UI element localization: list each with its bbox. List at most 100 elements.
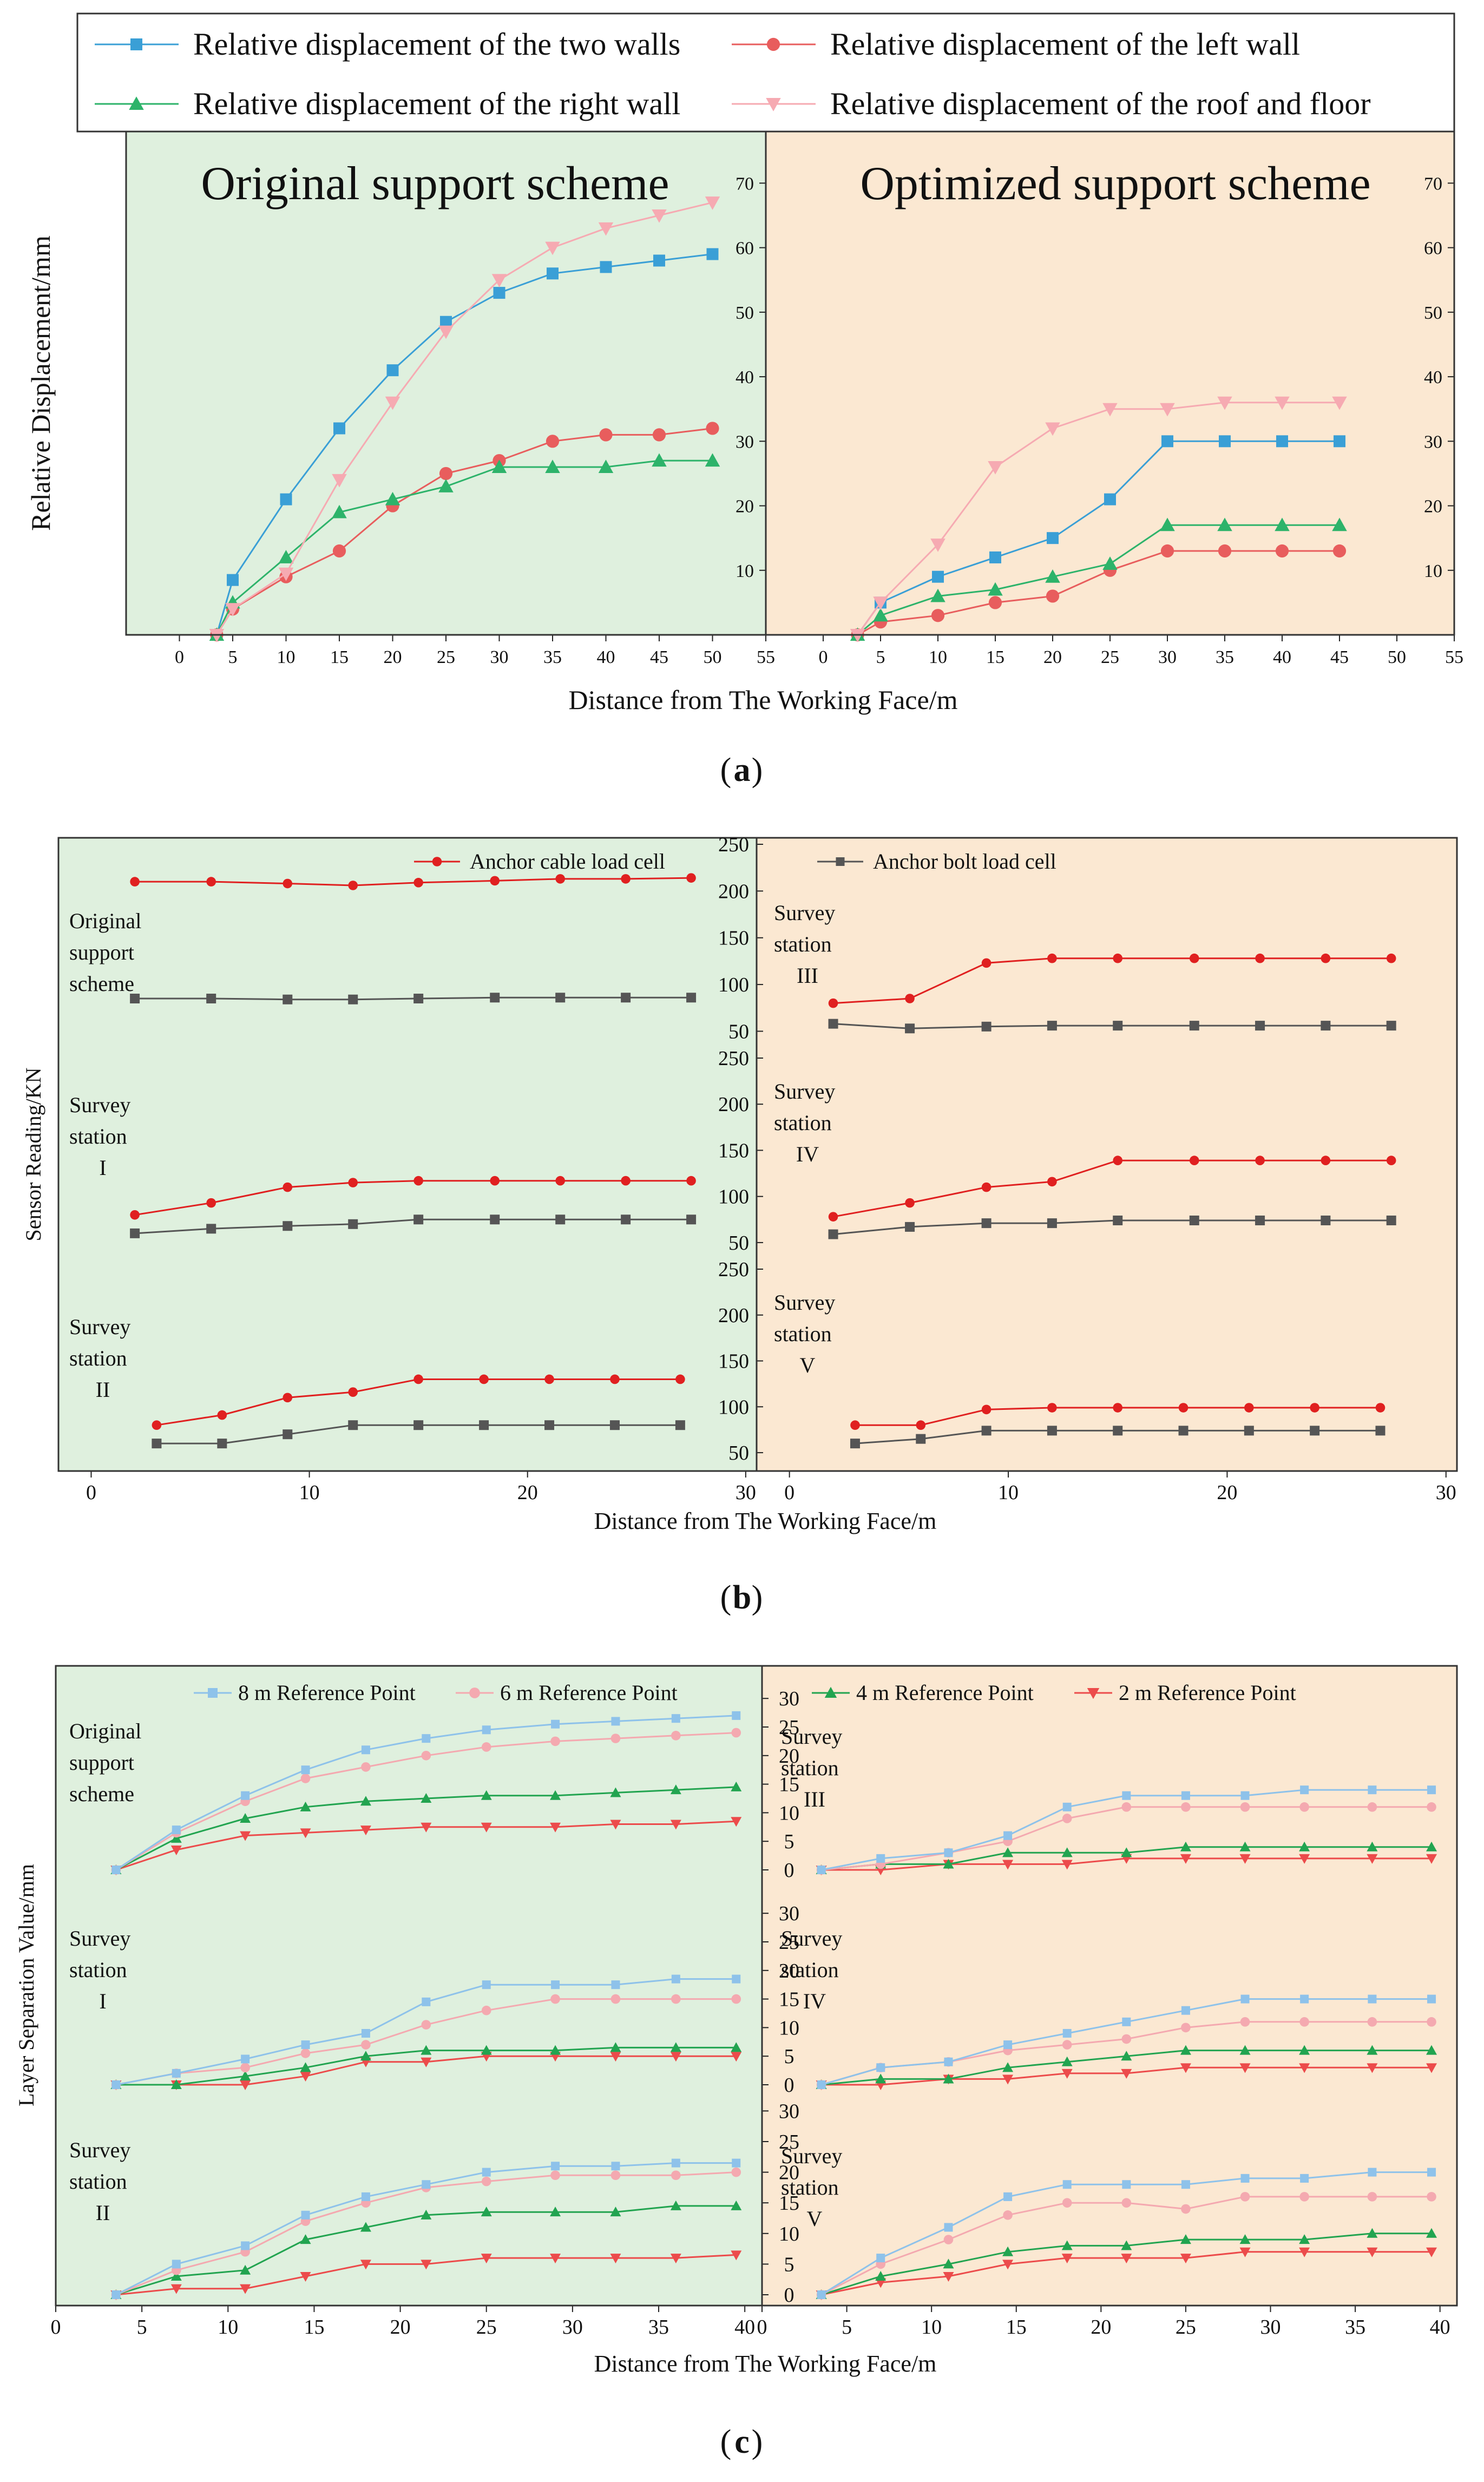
- y-tick-label: 70: [1424, 174, 1442, 194]
- data-point-p4: [1367, 2228, 1378, 2238]
- legend-marker: [469, 1688, 480, 1698]
- data-point-p2: [300, 2072, 311, 2082]
- data-point-p4: [170, 2271, 182, 2281]
- station-label: IV: [796, 1142, 819, 1166]
- data-point-two_walls: [547, 267, 559, 280]
- data-point-p4: [1002, 2062, 1014, 2072]
- station-label: scheme: [69, 1782, 134, 1806]
- x-tick-label: 30: [562, 2316, 583, 2339]
- data-point-p8: [1062, 2028, 1072, 2038]
- data-point-p4: [731, 2042, 742, 2052]
- data-point-p4: [1180, 2045, 1191, 2055]
- data-point-p6: [1427, 1802, 1436, 1812]
- station-label: station: [774, 932, 832, 956]
- data-point-left_wall: [439, 467, 453, 481]
- data-point-p2: [170, 1846, 182, 1856]
- y-tick-label: 50: [736, 303, 754, 323]
- data-point-p2: [1299, 2247, 1310, 2257]
- data-point-bolt: [828, 1229, 838, 1239]
- data-point-p4: [170, 2079, 182, 2089]
- data-point-cable: [621, 874, 631, 884]
- data-point-p6: [550, 1736, 560, 1746]
- data-point-p6: [300, 1774, 311, 1783]
- station-label: I: [99, 1989, 106, 2013]
- data-point-bolt: [905, 1222, 915, 1232]
- data-point-cable: [981, 1404, 991, 1415]
- data-point-roof_floor: [385, 396, 400, 410]
- data-point-roof_floor: [652, 209, 667, 223]
- data-point-p6: [1240, 1802, 1250, 1812]
- data-point-cable: [283, 878, 293, 889]
- data-point-p8: [482, 2168, 491, 2177]
- data-point-roof_floor: [1332, 396, 1347, 410]
- station-label: IV: [803, 1989, 826, 2013]
- data-point-bolt: [905, 1023, 915, 1034]
- y-tick-label: 250: [718, 1047, 749, 1070]
- data-point-right_wall: [930, 588, 945, 602]
- data-point-cable: [1189, 953, 1199, 963]
- data-point-p6: [481, 2005, 491, 2015]
- data-point-p8: [241, 2241, 250, 2250]
- y-tick-label: 200: [718, 1093, 749, 1116]
- station-label: station: [781, 2175, 839, 2199]
- data-point-bolt: [828, 1019, 838, 1029]
- data-point-bolt: [348, 994, 358, 1004]
- x-tick-label: 30: [1436, 1481, 1456, 1504]
- data-point-bolt: [217, 1439, 227, 1449]
- legend-marker: [1087, 1688, 1100, 1699]
- x-tick-label: 30: [1158, 647, 1177, 667]
- data-point-p8: [1368, 1994, 1377, 2004]
- data-point-p6: [1062, 2198, 1072, 2208]
- data-point-p4: [1061, 2240, 1073, 2250]
- y-tick-label: 10: [779, 2017, 799, 2039]
- data-point-left_wall: [1275, 544, 1289, 558]
- panel-background: [757, 838, 1457, 1471]
- data-point-cable: [1255, 953, 1265, 963]
- data-point-bolt: [413, 1214, 424, 1225]
- y-tick-label: 60: [736, 239, 754, 259]
- data-point-p2: [1239, 1854, 1251, 1864]
- data-point-cable: [1255, 1155, 1265, 1166]
- y-tick-label: 150: [718, 927, 749, 950]
- data-point-bolt: [1113, 1216, 1123, 1225]
- data-point-cable: [1244, 1403, 1254, 1413]
- data-point-p8: [172, 1826, 181, 1835]
- station-label: station: [781, 1958, 839, 1982]
- data-point-p2: [1426, 2063, 1437, 2073]
- data-point-p4: [421, 2045, 432, 2055]
- legend-marker: [836, 857, 845, 866]
- data-point-cable: [206, 877, 216, 887]
- data-point-p2: [1426, 1854, 1437, 1864]
- data-point-p4: [875, 2271, 887, 2281]
- data-point-p8: [1122, 1791, 1131, 1800]
- data-point-cable: [348, 1387, 358, 1397]
- x-tick-label: 30: [490, 647, 509, 667]
- data-point-cable: [1321, 953, 1331, 963]
- y-tick-label: 15: [779, 1774, 799, 1796]
- data-point-roof_floor: [225, 603, 240, 617]
- data-point-cable: [1047, 953, 1057, 963]
- data-point-p4: [300, 2234, 311, 2244]
- y-tick-label: 20: [779, 1960, 799, 1982]
- data-point-bolt: [544, 1420, 555, 1430]
- x-tick-label: 20: [1043, 647, 1062, 667]
- chart-a: 0 5 10 15 20 25 30 35 40 45 50 5510203040506070Orig…: [25, 12, 1463, 789]
- data-point-p8: [1003, 1831, 1013, 1840]
- data-point-cable: [130, 877, 140, 887]
- data-point-p8: [876, 2254, 885, 2263]
- data-point-cable: [1386, 953, 1396, 963]
- data-point-cable: [348, 881, 358, 890]
- data-point-two_walls: [1219, 435, 1231, 448]
- panel-frame: [761, 1665, 1458, 2307]
- data-point-p4: [670, 2200, 681, 2210]
- data-point-p2: [1180, 2254, 1191, 2264]
- data-point-two_walls: [653, 254, 665, 267]
- x-tick-label: 45: [1330, 647, 1349, 667]
- data-point-right_wall: [705, 453, 720, 467]
- legend-label: 8 m Reference Point: [238, 1680, 416, 1705]
- data-point-p2: [670, 2254, 681, 2264]
- data-point-p8: [301, 2210, 310, 2220]
- data-point-p2: [1426, 2247, 1437, 2257]
- legend-marker: [824, 1686, 837, 1698]
- data-point-left_wall: [706, 422, 719, 435]
